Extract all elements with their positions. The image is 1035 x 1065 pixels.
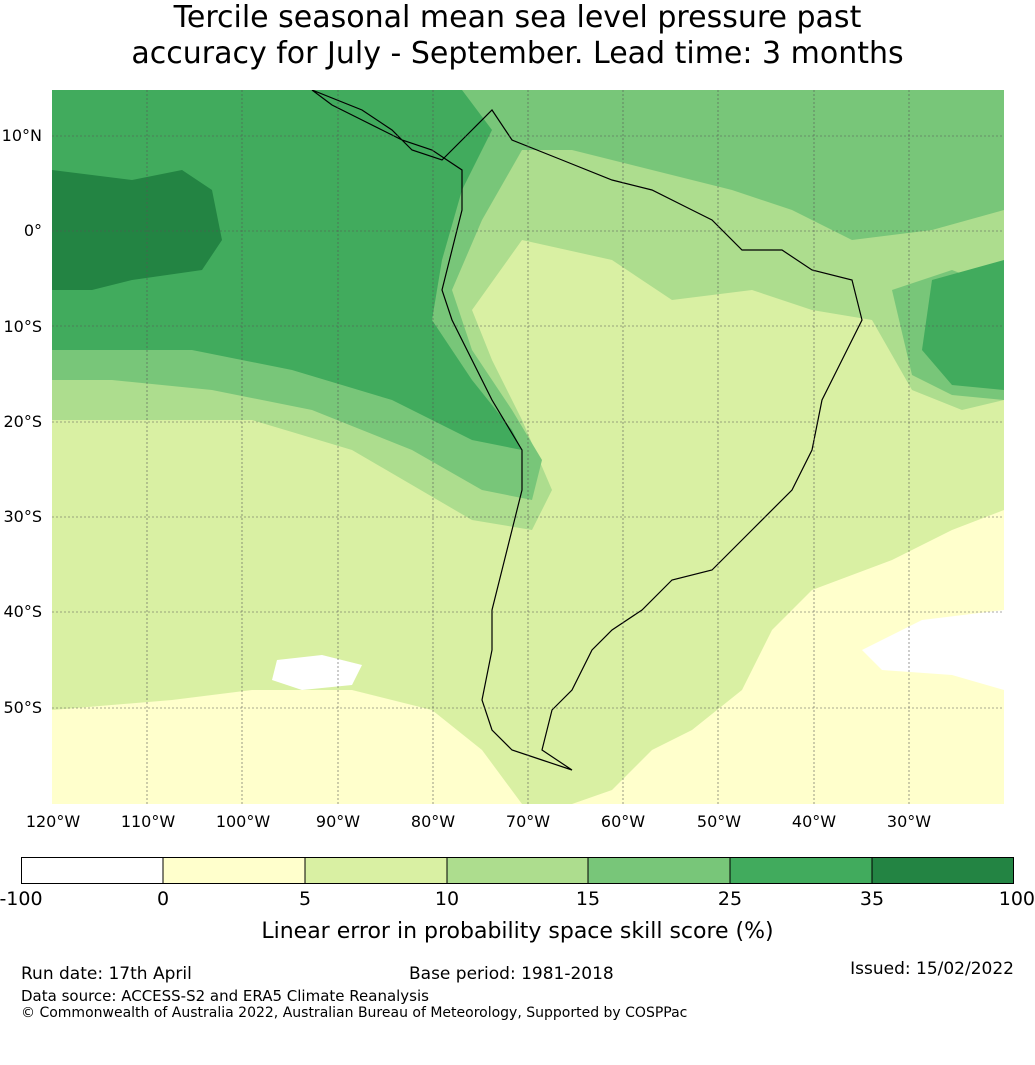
lon-label-40w: 40°W (791, 812, 837, 831)
skill-region-negative-south-east (862, 610, 1004, 690)
lat-label-10s: 10°S (3, 317, 42, 336)
graticule (52, 90, 1004, 804)
lon-label-70w: 70°W (505, 812, 551, 831)
lon-label-60w: 60°W (600, 812, 646, 831)
colorbar-tick-0: 0 (156, 888, 170, 910)
colorbar-tick-5: 5 (298, 888, 312, 910)
lon-label-50w: 50°W (696, 812, 742, 831)
colorbar (21, 857, 1014, 884)
chart-title-line-1: Tercile seasonal mean sea level pressure… (173, 0, 862, 35)
lon-label-110w: 110°W (120, 812, 176, 831)
lon-label-90w: 90°W (315, 812, 361, 831)
copyright-notice: © Commonwealth of Australia 2022, Austra… (21, 1005, 688, 1021)
skill-score-map (52, 90, 1004, 804)
colorbar-tick-10: 10 (434, 888, 460, 910)
lat-label-50s: 50°S (3, 698, 42, 717)
issued-date: Issued: 15/02/2022 (850, 959, 1014, 979)
lon-label-120w: 120°W (25, 812, 81, 831)
colorbar-bin-10-15 (446, 857, 589, 884)
lon-label-30w: 30°W (886, 812, 932, 831)
lon-label-100w: 100°W (215, 812, 271, 831)
colorbar-label: Linear error in probability space skill … (261, 919, 774, 944)
colorbar-bin-25-35 (729, 857, 873, 884)
colorbar-bin-35-100 (871, 857, 1014, 884)
colorbar-tick-100: 100 (998, 888, 1035, 910)
colorbar-bin-neg100-0 (21, 857, 164, 884)
run-date: Run date: 17th April (21, 964, 192, 984)
lat-label-30s: 30°S (3, 507, 42, 526)
colorbar-bin-15-25 (587, 857, 731, 884)
colorbar-tick-35: 35 (859, 888, 885, 910)
colorbar-bin-0-5 (162, 857, 306, 884)
colorbar-tick-neg100: -100 (0, 888, 43, 910)
lat-label-0: 0° (23, 221, 42, 240)
colorbar-bin-5-10 (304, 857, 448, 884)
data-source: Data source: ACCESS-S2 and ERA5 Climate … (21, 987, 429, 1005)
colorbar-tick-15: 15 (575, 888, 601, 910)
chart-title-line-2: accuracy for July - September. Lead time… (131, 36, 904, 71)
skill-region-negative-south-west (272, 655, 362, 690)
lat-label-10n: 10°N (1, 126, 42, 145)
skill-region-25-35-atlantic (922, 260, 1004, 390)
colorbar-tick-25: 25 (717, 888, 743, 910)
south-america-coastline (311, 90, 863, 771)
skill-region-35-100 (52, 170, 222, 290)
lat-label-20s: 20°S (3, 412, 42, 431)
lon-label-80w: 80°W (410, 812, 456, 831)
lat-label-40s: 40°S (3, 602, 42, 621)
base-period: Base period: 1981-2018 (409, 964, 614, 984)
